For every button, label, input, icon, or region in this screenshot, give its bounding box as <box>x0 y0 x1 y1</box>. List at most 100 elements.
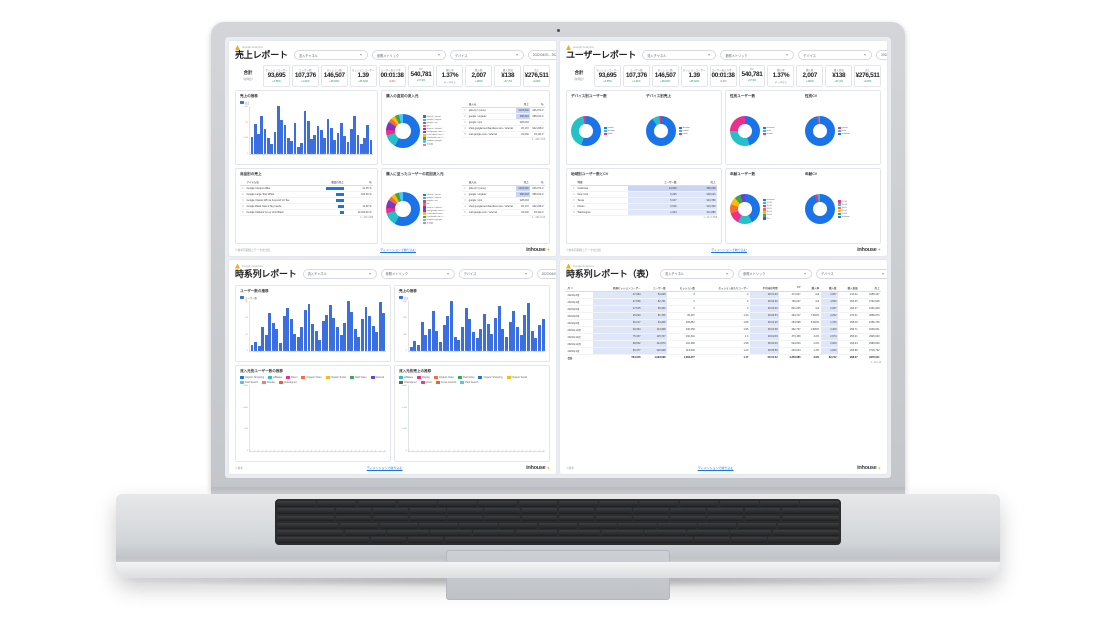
key[interactable] <box>484 515 521 522</box>
key[interactable] <box>633 515 669 522</box>
column-header[interactable]: 平均滞在時間 <box>749 284 780 292</box>
table-row[interactable]: 2022年1月 60,477 120,948 116,630 1.23 00:00:59 2… <box>566 347 881 355</box>
key[interactable] <box>430 530 472 536</box>
key[interactable] <box>484 508 521 514</box>
key[interactable] <box>372 515 409 522</box>
key[interactable] <box>744 515 781 522</box>
filter-channel[interactable]: 流入チャネル <box>642 50 717 60</box>
key[interactable] <box>800 501 839 507</box>
table-row[interactable]: 2021年12月 69,532 114,670 104,465 1.98 00:01:40… <box>566 340 881 348</box>
table-row[interactable]: 1 California 14,609 ¥56,038 <box>571 185 717 193</box>
key[interactable] <box>387 530 429 536</box>
key[interactable] <box>599 501 638 507</box>
key[interactable] <box>521 515 558 522</box>
key[interactable] <box>515 530 558 536</box>
key[interactable] <box>578 522 617 529</box>
filter-metric[interactable]: 参照メトリック <box>738 268 813 279</box>
table-row[interactable]: 4 Illinois 2,616 ¥13,319 <box>571 203 717 211</box>
key[interactable] <box>558 530 601 536</box>
table-row[interactable]: 3 google / cpc ¥28,033- <box>462 119 545 126</box>
table-row[interactable]: 3 Google Classic Wh ite Keycord V2 Tee - <box>240 197 374 205</box>
key[interactable] <box>687 530 729 536</box>
column-header[interactable]: 購入単価 <box>837 284 860 292</box>
key[interactable] <box>459 522 498 529</box>
table-row[interactable]: 4 Google Black Stan d Sig Insulte 11.92 % <box>240 203 374 211</box>
key[interactable] <box>317 501 356 507</box>
column-header[interactable]: 売上 <box>859 284 881 292</box>
key[interactable] <box>277 522 339 529</box>
key[interactable] <box>595 508 632 514</box>
footer-link[interactable]: ディメンションで絞り込む <box>380 247 416 252</box>
key[interactable] <box>719 501 759 507</box>
key[interactable] <box>438 501 477 507</box>
key[interactable] <box>707 515 744 522</box>
column-header[interactable]: 購入率 <box>802 284 821 292</box>
table-row[interactable]: 1 (direct) / (none) ¥103,640 ¥46,074 ¥ <box>462 107 545 114</box>
column-header[interactable]: 月 ▼ <box>566 284 593 292</box>
key[interactable] <box>357 501 397 507</box>
key[interactable] <box>768 537 840 543</box>
key[interactable] <box>277 515 335 522</box>
key[interactable] <box>633 508 669 514</box>
key[interactable] <box>447 508 483 514</box>
table-row[interactable]: 2 google / organic ¥68,618 ¥88,014 ¥ <box>462 113 545 120</box>
table-row[interactable]: 1 Google Campus Bike 41.05 % <box>240 185 374 193</box>
key[interactable] <box>344 530 386 536</box>
key[interactable] <box>644 530 686 536</box>
table-row[interactable]: 4 shop.googlemerchandises tore / referral… <box>462 203 545 211</box>
table-row[interactable]: 2 New York 6,045 ¥28,013 <box>571 191 717 199</box>
filter-channel[interactable]: 流入チャネル <box>293 50 368 60</box>
key[interactable] <box>670 508 706 514</box>
table-row[interactable]: 2021年3月 47,084 84,648 0 0 00:01:40 474,247 null… <box>566 291 881 299</box>
key[interactable] <box>601 530 643 536</box>
filter-date-range[interactable]: 2022/04/01 - 2022/05/31 <box>536 268 556 279</box>
table-row[interactable]: 2021年5月 47,515 95,460 0 0 00:01:40 821,025 null… <box>566 305 881 313</box>
table-row[interactable]: 2021年6月 25,240 81,706 35,407 1.33 00:02:53 464… <box>566 312 881 320</box>
key[interactable] <box>698 522 737 529</box>
table-row[interactable]: 3 google / cpc ¥28,033- <box>462 197 545 205</box>
filter-channel[interactable]: 流入チャネル <box>302 268 377 279</box>
column-header[interactable]: 新規セッションユーザー <box>592 284 642 292</box>
key[interactable] <box>558 515 595 522</box>
table-row[interactable]: 3 Texas 5,047 ¥13,780 <box>571 197 717 205</box>
key[interactable] <box>781 515 839 522</box>
filter-device[interactable]: デバイス <box>458 268 533 279</box>
key[interactable] <box>639 501 678 507</box>
column-header[interactable]: 購入数 <box>820 284 838 292</box>
footer-link[interactable]: ディメンションで絞り込む <box>711 247 747 252</box>
key[interactable] <box>521 508 558 514</box>
key[interactable] <box>397 501 437 507</box>
table-row[interactable]: 5 mail.google.com / referral ¥4,032 ¥3,114 … <box>462 131 545 138</box>
footer-link[interactable]: ディメンションで絞り込む <box>697 466 734 470</box>
key[interactable] <box>707 508 744 514</box>
key[interactable] <box>658 522 697 529</box>
key[interactable] <box>277 537 370 543</box>
table-row[interactable]: 5 Washington 1,944 ¥11,880 <box>571 209 717 217</box>
filter-date-range[interactable]: 2022/04/01 - 2022/05/31 <box>527 50 556 60</box>
column-header[interactable]: セッション数 <box>667 284 697 292</box>
key[interactable] <box>737 522 777 529</box>
key[interactable] <box>473 530 515 536</box>
key[interactable] <box>409 515 446 522</box>
key[interactable] <box>409 508 446 514</box>
key[interactable] <box>694 537 730 543</box>
filter-metric[interactable]: 参照メトリック <box>720 50 795 60</box>
key[interactable] <box>731 537 767 543</box>
trackpad[interactable] <box>446 550 670 600</box>
table-row[interactable]: 2021年9月 60,217 94,208 105,857 1.58 00:01:25 28… <box>566 319 881 327</box>
key[interactable] <box>339 522 379 529</box>
filter-metric[interactable]: 参照メトリック <box>380 268 455 279</box>
key[interactable] <box>478 501 517 507</box>
filter-metric[interactable]: 参照メトリック <box>371 50 446 60</box>
filter-device[interactable]: デバイス <box>816 268 887 279</box>
key[interactable] <box>618 522 657 529</box>
filter-device[interactable]: デバイス <box>798 50 873 60</box>
key[interactable] <box>679 501 719 507</box>
key[interactable] <box>444 537 693 543</box>
table-row[interactable]: 2021年11月 75,337 115,747 132,301 1.3 00:01:39 3… <box>566 333 881 341</box>
keyboard[interactable] <box>275 499 841 545</box>
table-row[interactable]: 5 Google Kirkland Gr ey Unis Black 12,040.… <box>240 209 374 217</box>
key[interactable] <box>499 522 538 529</box>
key[interactable] <box>419 522 458 529</box>
key[interactable] <box>670 515 706 522</box>
